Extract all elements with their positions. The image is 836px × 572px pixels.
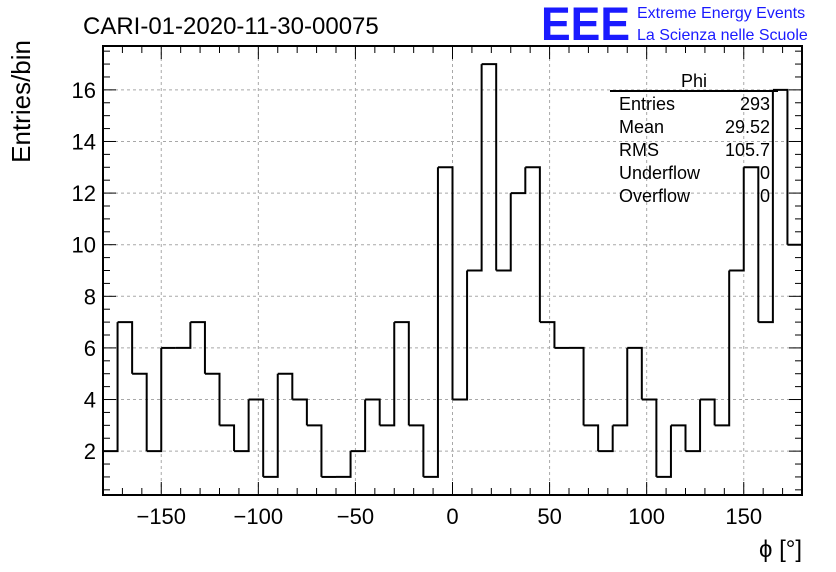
histogram-bin <box>539 321 556 348</box>
histogram-bin <box>175 322 192 349</box>
logo-mark: EEE <box>541 0 630 50</box>
x-tick-label: −100 <box>234 504 284 529</box>
histogram-bin <box>525 166 541 323</box>
histogram-bin <box>627 346 643 400</box>
logo-line-2: La Scienza nelle Scuole <box>637 27 808 44</box>
y-tick-label: 14 <box>72 129 96 154</box>
histogram-bin <box>219 424 236 452</box>
x-tick-label: 0 <box>446 504 458 529</box>
y-tick-label: 8 <box>84 284 96 309</box>
stats-value-mean: 29.52 <box>725 117 770 137</box>
histogram-bin <box>670 424 687 452</box>
histogram-bin <box>481 63 498 271</box>
histogram-bin <box>437 166 454 400</box>
histogram-bin <box>408 424 425 477</box>
histogram-bin <box>510 167 527 195</box>
histogram-bin <box>452 270 469 401</box>
x-axis-label: ϕ [°] <box>759 536 802 563</box>
histogram-bin <box>146 347 163 453</box>
histogram-bin <box>306 424 323 477</box>
histogram-bin <box>758 89 774 324</box>
x-tick-label: −150 <box>136 504 186 529</box>
histogram-bin <box>190 321 206 374</box>
x-tick-label: 50 <box>537 504 561 529</box>
y-tick-label: 16 <box>72 78 96 103</box>
histogram-bin <box>729 167 745 272</box>
histogram-bin <box>772 88 789 245</box>
histogram-bin <box>685 399 702 453</box>
x-tick-label: 100 <box>628 504 665 529</box>
histogram-bin <box>117 321 134 374</box>
histogram-bin <box>656 425 672 478</box>
y-axis-label: Entries/bin <box>6 40 36 163</box>
histogram-bin <box>292 398 308 426</box>
stats-value-underflow: 0 <box>760 163 770 183</box>
histogram-bin <box>248 398 265 477</box>
axis-ticks <box>103 46 802 495</box>
histogram-bin <box>204 372 221 426</box>
tick-labels: −150 −100 −50 0 50 100 150 2 4 6 8 10 12 14 16 <box>72 78 763 529</box>
histogram-bin <box>743 166 760 323</box>
histogram-bin <box>714 270 731 427</box>
x-tick-label: 150 <box>725 504 762 529</box>
y-tick-label: 12 <box>72 181 96 206</box>
histogram-bin <box>641 398 658 477</box>
stats-label-overflow: Overflow <box>619 186 691 206</box>
histogram-bin <box>350 399 367 453</box>
stats-value-rms: 105.7 <box>725 140 770 160</box>
stats-label-entries: Entries <box>619 94 675 114</box>
histogram-bin <box>583 424 600 452</box>
y-tick-label: 4 <box>84 388 96 413</box>
stats-label-underflow: Underflow <box>619 163 701 183</box>
histogram-bin <box>700 398 716 426</box>
histogram-bin <box>234 399 250 453</box>
stats-value-overflow: 0 <box>760 186 770 206</box>
chart-title: CARI-01-2020-11-30-00075 <box>83 13 379 40</box>
histogram-bin <box>612 347 629 427</box>
x-tick-label: −50 <box>337 504 374 529</box>
logo-line-1: Extreme Energy Events <box>637 5 805 22</box>
histogram-bin <box>336 451 352 478</box>
histogram-bin <box>379 322 396 427</box>
histogram-bin <box>496 193 512 272</box>
stats-label-rms: RMS <box>619 140 659 160</box>
y-tick-label: 6 <box>84 336 96 361</box>
y-tick-label: 2 <box>84 439 96 464</box>
histogram-bin <box>598 425 614 453</box>
histogram-bin <box>277 372 294 400</box>
y-tick-label: 10 <box>72 233 96 258</box>
stats-label-mean: Mean <box>619 117 664 137</box>
histogram-bin <box>263 373 279 478</box>
stats-box: Phi Entries 293 Mean 29.52 RMS 105.7 Und… <box>610 71 778 206</box>
histogram-bin <box>132 372 148 452</box>
histogram-bin <box>467 64 483 272</box>
histogram-series <box>103 63 803 478</box>
histogram-bin <box>423 167 439 478</box>
stats-box-name: Phi <box>681 71 707 91</box>
histogram-bin <box>365 398 381 426</box>
stats-value-entries: 293 <box>740 94 770 114</box>
eee-logo: EEE Extreme Energy Events La Scienza nel… <box>541 0 808 50</box>
histogram-bin <box>569 346 585 426</box>
histogram-bin <box>394 321 410 426</box>
